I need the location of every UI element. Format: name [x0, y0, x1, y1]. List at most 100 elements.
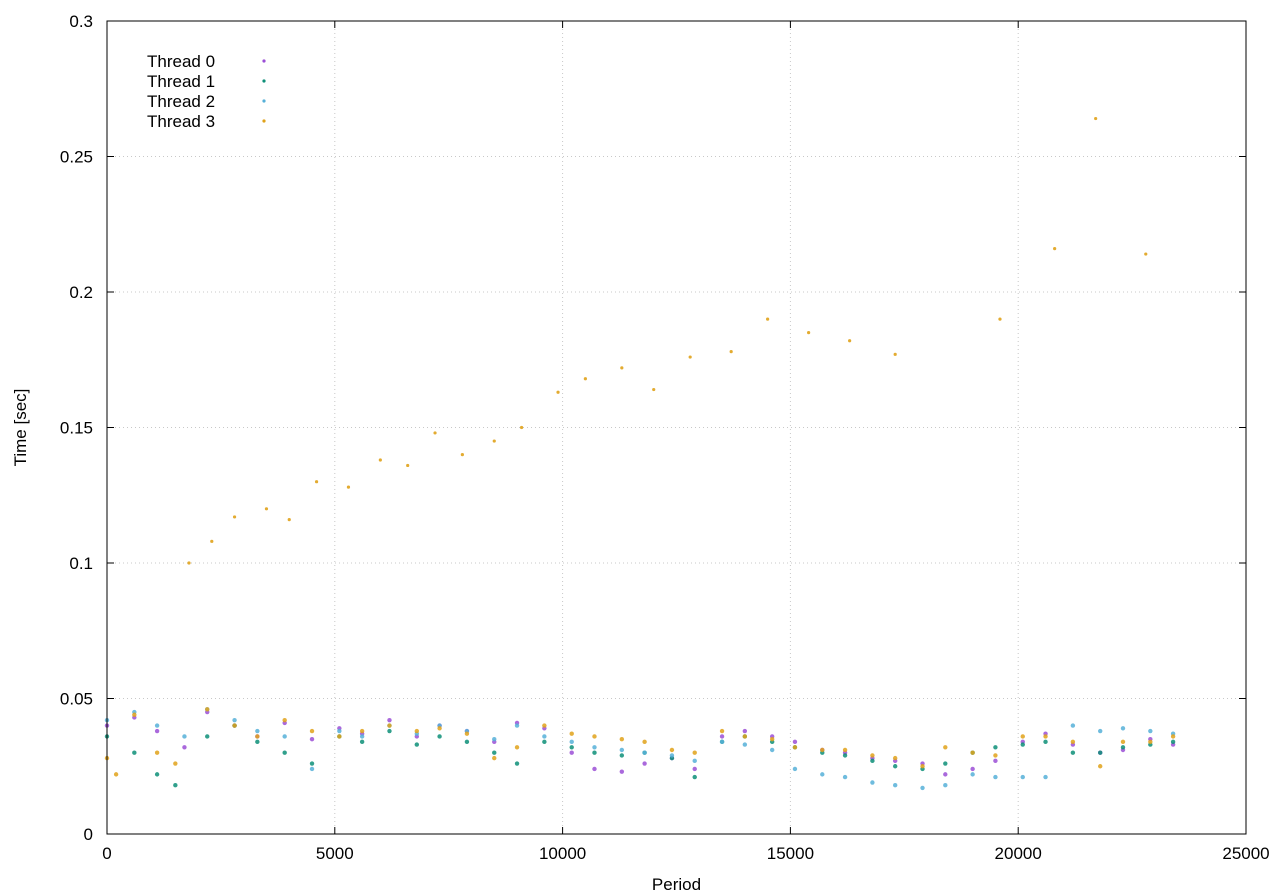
data-point — [387, 717, 392, 723]
outlier-point — [807, 331, 811, 335]
outlier-point — [652, 387, 656, 392]
outlier-point — [519, 425, 524, 430]
data-point — [842, 774, 848, 780]
data-point — [870, 780, 875, 785]
data-point — [492, 755, 497, 761]
data-point — [920, 785, 925, 791]
data-point — [514, 745, 520, 750]
data-point — [870, 753, 875, 758]
data-point — [892, 764, 898, 769]
outlier-point — [264, 507, 269, 511]
y-tick-label: 0.15 — [60, 419, 93, 438]
y-tick-label: 0 — [84, 825, 93, 844]
x-axis-title: Period — [652, 875, 701, 894]
outlier-point — [433, 431, 437, 435]
outlier-point — [998, 317, 1002, 321]
data-point — [742, 734, 748, 739]
x-tick-label: 20000 — [995, 844, 1042, 863]
data-point — [492, 736, 497, 742]
outlier-point — [1094, 116, 1098, 121]
data-point — [892, 783, 898, 788]
y-axis-title: Time [sec] — [11, 389, 30, 467]
data-point — [993, 745, 998, 750]
x-tick-label: 25000 — [1222, 844, 1269, 863]
data-point — [154, 723, 160, 728]
data-point — [113, 772, 119, 777]
outlier-point — [893, 352, 897, 356]
legend-label: Thread 3 — [147, 112, 215, 131]
data-point — [619, 747, 625, 753]
data-point — [769, 747, 775, 753]
data-point — [1020, 774, 1025, 780]
data-point — [993, 774, 998, 780]
data-point — [1070, 739, 1076, 745]
data-point — [569, 739, 574, 745]
y-tick-label: 0.25 — [60, 148, 93, 167]
data-point — [337, 734, 342, 739]
data-point — [1070, 750, 1076, 755]
data-point — [1020, 734, 1025, 739]
data-point — [514, 761, 520, 766]
y-tick-label: 0.05 — [60, 690, 93, 709]
data-point — [692, 766, 697, 772]
data-point — [205, 734, 210, 739]
legend-marker — [262, 119, 266, 123]
data-point — [464, 731, 470, 736]
series-3 — [104, 116, 1176, 777]
data-point — [437, 726, 442, 731]
data-point — [359, 728, 365, 734]
data-point — [154, 728, 160, 734]
data-point — [792, 766, 798, 772]
data-point — [282, 717, 287, 723]
x-tick-label: 10000 — [539, 844, 586, 863]
data-point — [232, 723, 237, 728]
data-point — [1043, 734, 1048, 739]
data-point — [1120, 745, 1126, 750]
data-point — [309, 736, 315, 742]
data-point — [542, 723, 547, 728]
data-point — [337, 728, 342, 734]
legend-label: Thread 0 — [147, 52, 215, 71]
outlier-point — [232, 515, 237, 519]
data-point — [592, 745, 597, 750]
data-point — [592, 734, 597, 739]
data-point — [182, 734, 187, 739]
outlier-point — [287, 518, 291, 522]
data-point — [542, 739, 547, 745]
outlier-point — [187, 561, 191, 565]
data-point — [993, 758, 998, 764]
data-point — [255, 734, 260, 739]
data-point — [719, 734, 725, 739]
outlier-point — [1053, 247, 1057, 251]
legend-marker — [262, 79, 266, 83]
data-point — [173, 761, 178, 766]
data-point — [842, 753, 848, 758]
data-point — [255, 739, 260, 745]
data-point — [619, 769, 625, 774]
data-point — [1120, 726, 1126, 731]
data-point — [1120, 739, 1126, 745]
data-point — [820, 772, 825, 777]
data-point — [742, 728, 748, 734]
data-point — [387, 728, 392, 734]
data-point — [719, 728, 725, 734]
legend-marker — [262, 59, 266, 63]
data-point — [1148, 728, 1153, 734]
outlier-point — [688, 355, 692, 359]
outlier-point — [620, 366, 624, 370]
data-point — [993, 753, 998, 758]
data-point — [842, 747, 848, 753]
data-point — [619, 736, 625, 742]
data-point — [282, 750, 287, 755]
data-point — [1020, 742, 1025, 747]
data-point — [173, 783, 178, 788]
data-point — [437, 734, 442, 739]
outlier-point — [314, 480, 319, 484]
data-point — [132, 712, 137, 717]
legend-label: Thread 1 — [147, 72, 215, 91]
data-point — [820, 747, 825, 753]
data-point — [569, 750, 574, 755]
outlier-point — [492, 439, 496, 443]
data-point — [592, 766, 597, 772]
data-point — [542, 734, 547, 739]
